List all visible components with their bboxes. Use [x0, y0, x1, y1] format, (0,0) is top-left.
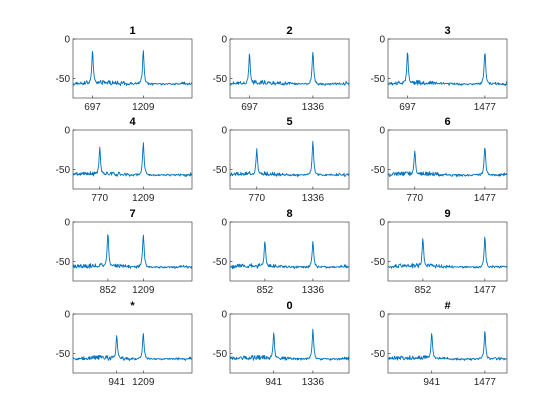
y-tick-label: 0 [379, 126, 385, 137]
x-tick-label: 1336 [302, 193, 325, 204]
axes-box [229, 313, 350, 374]
x-tick-label: 1336 [302, 102, 325, 113]
y-tick-label: -50 [56, 349, 71, 360]
y-tick-label: 0 [379, 218, 385, 229]
x-tick-label: 1209 [132, 193, 155, 204]
spectrum-line [387, 147, 508, 177]
axes-box [72, 38, 193, 99]
x-tick-label: 697 [241, 102, 258, 113]
x-tick-label: 1336 [302, 285, 325, 296]
y-tick-label: 0 [64, 310, 70, 321]
x-tick-label: 1477 [474, 377, 497, 388]
subplot-9: 9 0 -50 852 1477 [371, 208, 508, 296]
subplot-2: 2 0 -50 697 1336 [213, 25, 350, 113]
x-tick-label: 1477 [474, 102, 497, 113]
y-tick-label: -50 [371, 257, 386, 268]
axes-box [387, 38, 508, 99]
x-tick-label: 770 [91, 193, 108, 204]
x-tick-label: 770 [406, 193, 423, 204]
y-tick-label: 0 [221, 35, 227, 46]
subplot-title: 7 [129, 208, 135, 220]
axes-box [72, 313, 193, 374]
y-tick-label: 0 [221, 218, 227, 229]
spectrum-line [72, 142, 193, 178]
x-tick-label: 1209 [132, 377, 155, 388]
subplot-title: 4 [129, 116, 136, 128]
y-tick-label: -50 [213, 74, 228, 85]
axes-box [387, 221, 508, 282]
y-tick-label: 0 [64, 126, 70, 137]
subplot-11: 0 0 -50 941 1336 [213, 300, 350, 388]
x-tick-label: 1209 [132, 285, 155, 296]
subplot-title: 2 [286, 25, 292, 37]
subplot-4: 4 0 -50 770 1209 [56, 116, 193, 204]
y-tick-label: -50 [213, 349, 228, 360]
axes-box [229, 221, 350, 282]
subplot-title: 3 [444, 25, 450, 37]
y-tick-label: -50 [213, 257, 228, 268]
y-tick-label: -50 [56, 257, 71, 268]
axes-box [72, 221, 193, 282]
subplot-1: 1 0 -50 697 1209 [56, 25, 193, 113]
x-tick-label: 852 [100, 285, 117, 296]
y-tick-label: 0 [379, 310, 385, 321]
y-tick-label: -50 [56, 74, 71, 85]
x-tick-label: 770 [248, 193, 265, 204]
spectrum-line [72, 234, 193, 269]
axes-box [229, 38, 350, 99]
spectrum-line [387, 331, 508, 361]
spectrum-line [229, 328, 350, 361]
x-tick-label: 1477 [474, 285, 497, 296]
spectrum-line [229, 140, 350, 177]
subplot-6: 6 0 -50 770 1477 [371, 116, 508, 204]
x-tick-label: 1209 [132, 102, 155, 113]
y-tick-label: -50 [371, 74, 386, 85]
axes-box [229, 129, 350, 190]
y-tick-label: 0 [221, 310, 227, 321]
axes-box [387, 313, 508, 374]
subplot-title: 1 [129, 25, 135, 37]
subplot-title: * [130, 300, 135, 312]
y-tick-label: 0 [221, 126, 227, 137]
spectrum-line [229, 241, 350, 269]
subplot-title: # [444, 300, 450, 312]
subplot-7: 7 0 -50 852 1209 [56, 208, 193, 296]
subplot-12: #0 -50 941 1477 [371, 300, 508, 388]
axes-box [387, 129, 508, 190]
x-tick-label: 1336 [302, 377, 325, 388]
spectrum-line [229, 51, 350, 86]
subplot-title: 6 [444, 116, 450, 128]
spectrum-line [387, 52, 508, 86]
subplot-title: 5 [286, 116, 292, 128]
subplot-title: 9 [444, 208, 450, 220]
subplot-5: 5 0 -50 770 1336 [213, 116, 350, 204]
x-tick-label: 697 [84, 102, 101, 113]
axes-box [72, 129, 193, 190]
y-tick-label: -50 [371, 349, 386, 360]
y-tick-label: 0 [64, 218, 70, 229]
x-tick-label: 852 [257, 285, 274, 296]
y-tick-label: 0 [64, 35, 70, 46]
subplot-8: 8 0 -50 852 1336 [213, 208, 350, 296]
y-tick-label: -50 [213, 165, 228, 176]
spectrum-line [72, 333, 193, 362]
y-tick-label: -50 [56, 165, 71, 176]
x-tick-label: 941 [108, 377, 125, 388]
subplot-title: 0 [286, 300, 292, 312]
subplot-10: * 0 -50 941 1209 [56, 300, 193, 388]
x-tick-label: 697 [399, 102, 416, 113]
x-tick-label: 852 [415, 285, 432, 296]
x-tick-label: 941 [265, 377, 282, 388]
spectrum-line [72, 50, 193, 87]
subplot-title: 8 [286, 208, 292, 220]
y-tick-label: 0 [379, 35, 385, 46]
x-tick-label: 941 [423, 377, 440, 388]
x-tick-label: 1477 [474, 193, 497, 204]
subplot-3: 3 0 -50 697 1477 [371, 25, 508, 113]
y-tick-label: -50 [371, 165, 386, 176]
spectrum-line [387, 236, 508, 269]
